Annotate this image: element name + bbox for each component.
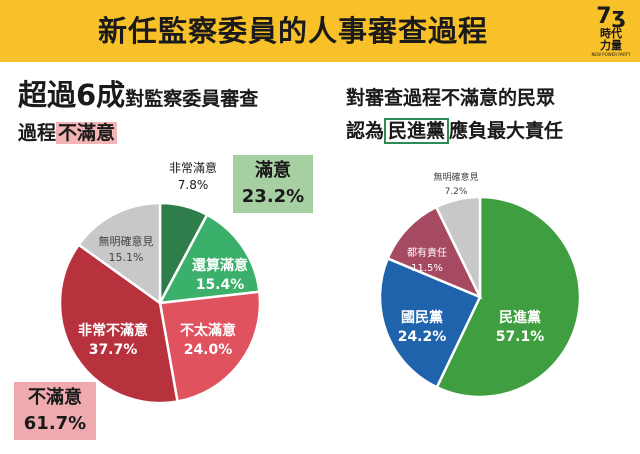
left-subheadline: 過程 不滿意 — [18, 118, 118, 145]
left-subheadline-plain: 過程 — [18, 122, 57, 144]
satisfaction-pie-slice-2-label: 不太滿意 — [180, 322, 236, 339]
left-subheadline-highlight: 不滿意 — [56, 122, 118, 144]
satisfied-total-label: 滿意 — [255, 160, 291, 181]
responsibility-pie-slice-0-value: 57.1% — [496, 329, 545, 345]
responsibility-pie-slice-3-label: 無明確意見 — [433, 171, 478, 183]
right-headline: 對審查過程不滿意的民眾 認為 民進黨 應負最大責任 — [346, 82, 636, 148]
satisfaction-pie-slice-3-label: 非常不滿意 — [78, 322, 148, 339]
right-headline-post: 應負最大責任 — [449, 120, 564, 142]
satisfaction-pie-slice-1-label: 還算滿意 — [192, 257, 248, 274]
dissatisfied-total-value: 61.7% — [23, 413, 87, 434]
responsibility-pie-slice-3 — [434, 195, 482, 298]
dissatisfied-total-box: 不滿意 61.7% — [14, 382, 96, 440]
logo-text-2: 力量 — [600, 39, 622, 52]
right-headline-line2: 認為 民進黨 應負最大責任 — [346, 115, 636, 148]
responsibility-pie-slice-1 — [378, 256, 482, 389]
responsibility-pie-slice-1-value: 24.2% — [398, 329, 447, 345]
responsibility-pie-slice-3-value: 7.2% — [445, 187, 468, 197]
satisfaction-pie-slice-4 — [76, 201, 162, 306]
logo-text-1: 時代 — [600, 27, 622, 40]
left-headline-small: 對監察委員審查 — [125, 88, 259, 110]
left-headline: 超過6成對監察委員審查 — [18, 72, 258, 114]
satisfaction-pie-slice-2-value: 24.0% — [184, 342, 233, 358]
responsibility-pie-slice-0-label: 民進黨 — [499, 309, 541, 326]
responsibility-pie-slice-1-label: 國民黨 — [401, 309, 443, 326]
satisfaction-pie-slice-2 — [158, 290, 262, 403]
satisfaction-pie-slice-3 — [58, 242, 179, 405]
satisfied-total-box: 滿意 23.2% — [233, 155, 313, 213]
right-headline-line1: 對審查過程不滿意的民眾 — [346, 87, 556, 109]
responsibility-pie-slice-2-value: 11.5% — [411, 263, 443, 274]
responsibility-pie: 民進黨 57.1% 國民黨 24.2% 都有責任 11.5% 無明確意見 7.2% — [378, 171, 582, 399]
satisfaction-pie-slice-0-label: 非常滿意 — [169, 160, 217, 175]
logo-mark: 7ʒ — [596, 4, 626, 29]
satisfaction-pie-slice-1-value: 15.4% — [196, 277, 245, 293]
right-headline-highlight: 民進黨 — [384, 118, 450, 144]
responsibility-pie-slice-2-label: 都有責任 — [407, 246, 447, 259]
satisfaction-pie-slice-0-value: 7.8% — [178, 178, 209, 192]
title-banner: 新任監察委員的人事審查過程 7ʒ 時代 力量 NEW POWER PARTY — [0, 0, 640, 62]
satisfaction-pie-slice-1 — [157, 213, 261, 305]
responsibility-pie-slice-2 — [386, 205, 483, 300]
left-headline-big: 超過6成 — [18, 78, 126, 112]
page-title: 新任監察委員的人事審查過程 — [97, 14, 488, 48]
satisfaction-pie-slice-4-label: 無明確意見 — [99, 234, 154, 248]
right-headline-pre: 認為 — [346, 120, 385, 142]
satisfaction-pie-slice-3-value: 37.7% — [89, 342, 138, 358]
satisfied-total-value: 23.2% — [241, 186, 305, 207]
dissatisfied-total-label: 不滿意 — [28, 387, 82, 408]
responsibility-pie-slice-0 — [435, 195, 582, 399]
logo-subtext: NEW POWER PARTY — [591, 52, 631, 57]
satisfaction-pie: 非常滿意 7.8% 還算滿意 15.4% 不太滿意 24.0% 非常不滿意 37.7% 無明確意… — [58, 160, 262, 405]
party-logo: 7ʒ 時代 力量 NEW POWER PARTY — [588, 4, 634, 58]
satisfaction-pie-slice-4-value: 15.1% — [109, 251, 144, 264]
